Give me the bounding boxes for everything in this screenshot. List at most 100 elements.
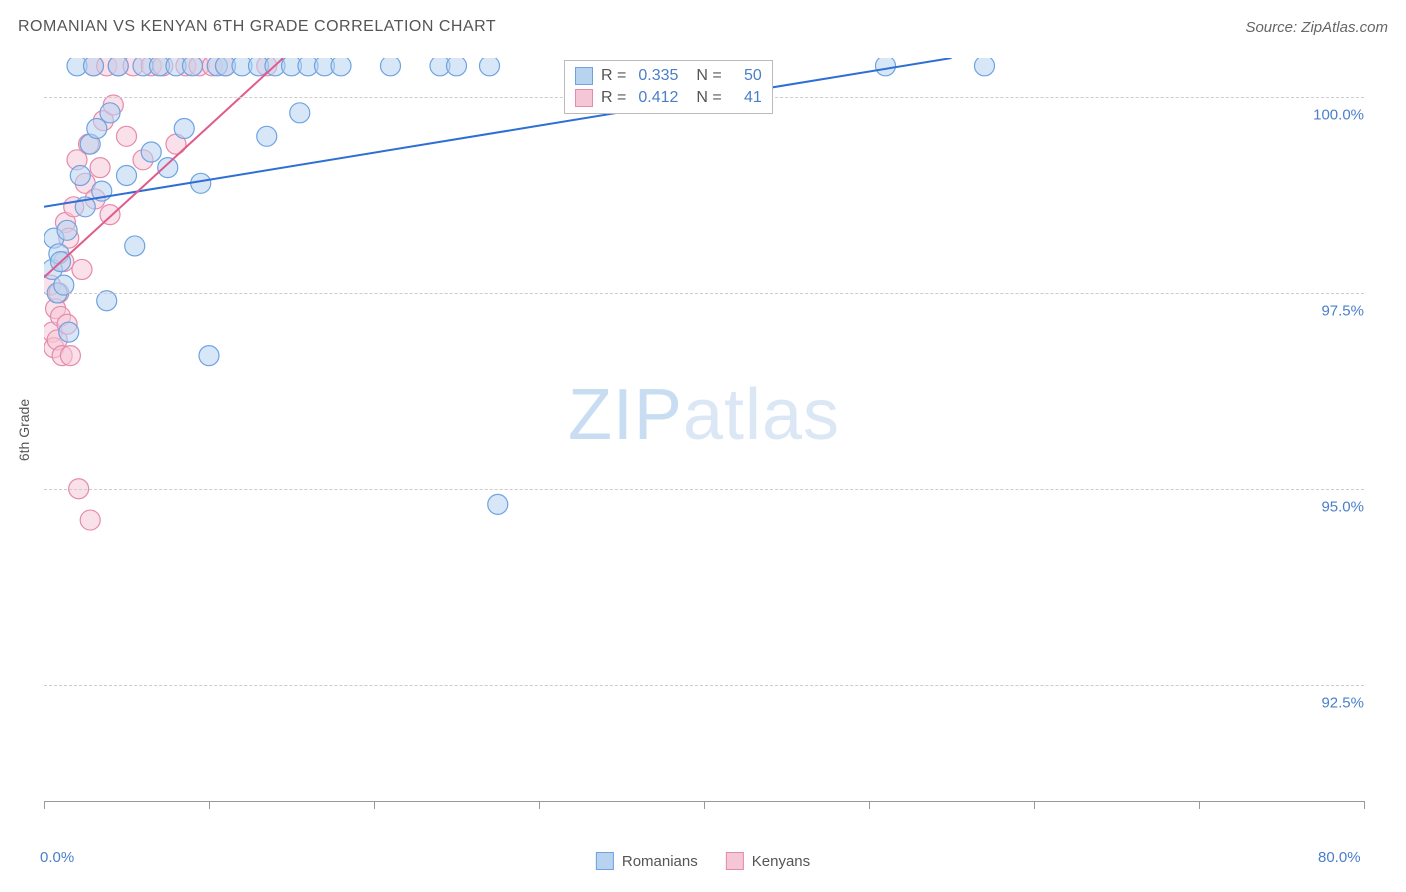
data-point: [189, 58, 209, 76]
n-label: N =: [696, 89, 721, 107]
series-swatch: [726, 852, 744, 870]
data-point: [57, 220, 77, 240]
legend-item: Romanians: [596, 852, 698, 870]
data-point: [199, 346, 219, 366]
x-tick: [209, 801, 210, 809]
x-tick: [539, 801, 540, 809]
data-point: [249, 58, 269, 76]
data-point: [158, 158, 178, 178]
data-point: [298, 58, 318, 76]
data-point: [141, 142, 161, 162]
n-value: 41: [734, 89, 762, 107]
data-point: [117, 126, 137, 146]
gridline: [44, 685, 1364, 686]
x-tick: [1199, 801, 1200, 809]
data-point: [876, 58, 896, 76]
trend-line: [44, 58, 283, 277]
chart-title: ROMANIAN VS KENYAN 6TH GRADE CORRELATION…: [18, 18, 496, 36]
legend-label: Romanians: [622, 853, 698, 870]
data-point: [100, 103, 120, 123]
data-point: [290, 103, 310, 123]
gridline: [44, 489, 1364, 490]
data-point: [153, 58, 173, 76]
n-label: N =: [696, 67, 721, 85]
data-point: [59, 228, 79, 248]
data-point: [85, 189, 105, 209]
data-point: [84, 58, 104, 76]
x-max-label: 80.0%: [1318, 849, 1361, 866]
data-point: [447, 58, 467, 76]
data-point: [265, 58, 285, 76]
data-point: [480, 58, 500, 76]
data-point: [488, 494, 508, 514]
r-label: R =: [601, 89, 626, 107]
x-min-label: 0.0%: [40, 849, 74, 866]
data-point: [51, 252, 71, 272]
watermark: ZIPatlas: [568, 374, 840, 456]
x-tick: [869, 801, 870, 809]
data-point: [97, 58, 117, 76]
data-point: [183, 58, 203, 76]
data-point: [257, 58, 277, 76]
data-point: [117, 165, 137, 185]
data-point: [176, 58, 196, 76]
data-point: [54, 252, 74, 272]
data-point: [315, 58, 335, 76]
data-point: [57, 314, 77, 334]
series-swatch: [575, 89, 593, 107]
trend-line: [44, 58, 952, 207]
legend-label: Kenyans: [752, 853, 810, 870]
data-point: [67, 150, 87, 170]
x-tick: [1364, 801, 1365, 809]
data-point: [108, 58, 128, 76]
data-point: [44, 322, 62, 342]
series-swatch: [575, 67, 593, 85]
data-point: [133, 150, 153, 170]
series-swatch: [596, 852, 614, 870]
data-point: [87, 118, 107, 138]
y-axis-label: 6th Grade: [16, 399, 32, 461]
gridline: [44, 293, 1364, 294]
data-point: [430, 58, 450, 76]
data-point: [90, 158, 110, 178]
r-value: 0.412: [638, 89, 678, 107]
data-point: [72, 259, 92, 279]
data-point: [331, 58, 351, 76]
data-point: [166, 134, 186, 154]
data-point: [75, 197, 95, 217]
watermark-zip: ZIP: [568, 375, 683, 455]
data-point: [282, 58, 302, 76]
data-point: [75, 173, 95, 193]
x-tick: [704, 801, 705, 809]
chart-source: Source: ZipAtlas.com: [1245, 19, 1388, 36]
legend-item: Kenyans: [726, 852, 810, 870]
data-point: [46, 299, 66, 319]
x-tick: [44, 801, 45, 809]
data-point: [59, 322, 79, 342]
r-label: R =: [601, 67, 626, 85]
stats-row: R = 0.335 N = 50: [575, 65, 762, 87]
data-point: [93, 111, 113, 131]
data-point: [92, 181, 112, 201]
y-tick-label: 97.5%: [1319, 302, 1366, 319]
data-point: [381, 58, 401, 76]
chart-svg: [44, 58, 1364, 802]
data-point: [216, 58, 236, 76]
data-point: [232, 58, 252, 76]
data-point: [150, 58, 170, 76]
data-point: [51, 306, 71, 326]
data-point: [79, 134, 99, 154]
x-tick: [1034, 801, 1035, 809]
watermark-atlas: atlas: [683, 375, 840, 455]
data-point: [60, 346, 80, 366]
data-point: [55, 212, 75, 232]
data-point: [207, 58, 227, 76]
data-point: [80, 510, 100, 530]
data-point: [80, 134, 100, 154]
data-point: [70, 165, 90, 185]
x-tick: [374, 801, 375, 809]
data-point: [44, 259, 62, 279]
data-point: [202, 58, 222, 76]
data-point: [64, 197, 84, 217]
data-point: [166, 58, 186, 76]
